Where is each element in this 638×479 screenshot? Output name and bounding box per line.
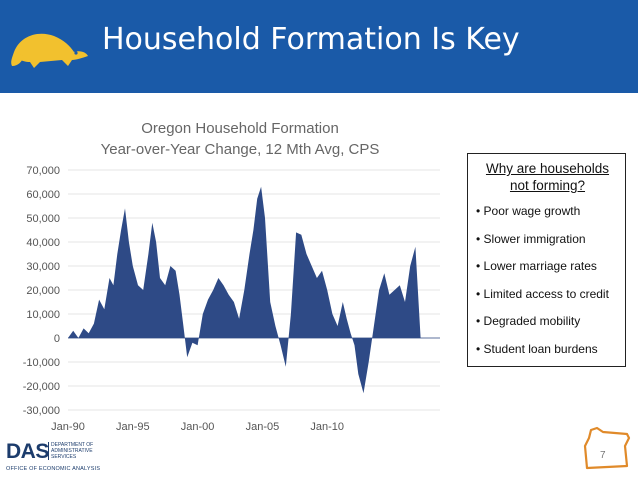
x-tick-label: Jan-90	[51, 421, 85, 433]
chart-title: Oregon Household Formation	[141, 120, 339, 137]
x-tick-label: Jan-00	[181, 421, 215, 433]
list-item: • Limited access to credit	[476, 286, 609, 301]
reasons-list: • Poor wage growth • Slower immigration …	[476, 204, 619, 369]
x-tick-label: Jan-95	[116, 421, 150, 433]
list-item: • Degraded mobility	[476, 314, 581, 328]
y-tick-label: 60,000	[26, 189, 60, 201]
y-tick-label: 70,000	[26, 165, 60, 177]
list-item: • Poor wage growth	[476, 204, 581, 218]
y-tick-label: 50,000	[26, 213, 60, 225]
slide-title: Household Formation Is Key	[102, 22, 520, 57]
y-tick-label: -10,000	[23, 357, 60, 369]
household-chart: Oregon Household Formation Year-over-Yea…	[23, 120, 440, 433]
list-item: • Slower immigration	[476, 231, 586, 246]
reasons-callout: Why are households not forming? • Poor w…	[467, 153, 626, 367]
beaver-icon	[11, 33, 88, 68]
y-tick-label: -20,000	[23, 381, 60, 393]
slide-header: Household Formation Is Key	[0, 0, 638, 93]
x-tick-label: Jan-10	[310, 421, 344, 433]
y-axis-ticks: 70,000 60,000 50,000 40,000 30,000 20,000 10,0…	[23, 165, 60, 417]
office-name: OFFICE OF ECONOMIC ANALYSIS	[6, 466, 101, 472]
chart-subtitle: Year-over-Year Change, 12 Mth Avg, CPS	[101, 141, 380, 158]
y-tick-label: 20,000	[26, 285, 60, 297]
callout-title: Why are households not forming?	[485, 161, 610, 193]
list-item: • Lower marriage rates	[476, 259, 597, 273]
das-logo: DAS	[6, 440, 49, 463]
oregon-outline-icon	[583, 426, 631, 470]
list-item: • Student loan burdens	[476, 341, 598, 356]
y-tick-label: 30,000	[26, 261, 60, 273]
das-department-text: DEPARTMENT OF ADMINISTRATIVE SERVICES	[48, 442, 97, 460]
y-tick-label: -30,000	[23, 405, 60, 417]
x-tick-label: Jan-05	[246, 421, 280, 433]
y-tick-label: 0	[54, 333, 60, 345]
x-axis-ticks: Jan-90 Jan-95 Jan-00 Jan-05 Jan-10	[51, 421, 344, 433]
page-number: 7	[600, 450, 606, 461]
y-tick-label: 10,000	[26, 309, 60, 321]
household-area-series	[68, 186, 440, 394]
y-tick-label: 40,000	[26, 237, 60, 249]
